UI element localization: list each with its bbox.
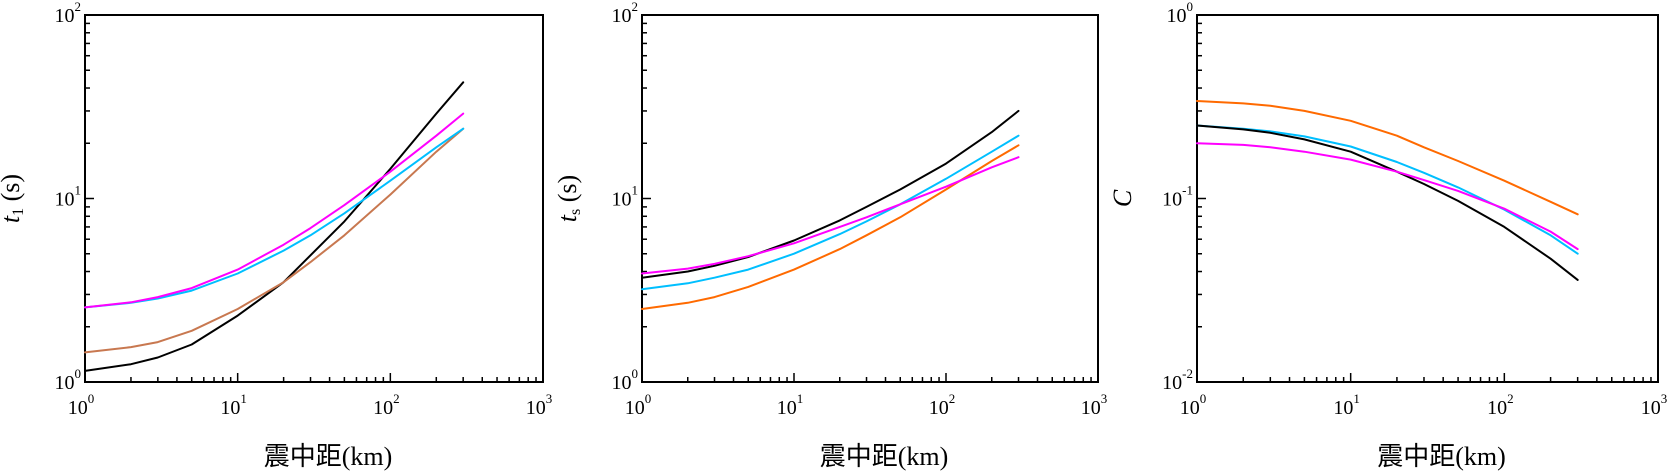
x-tick-label: 102 bbox=[373, 391, 400, 419]
series-line-4 bbox=[84, 112, 465, 309]
plot-frame-c bbox=[1196, 14, 1659, 383]
x-tick-label: 100 bbox=[625, 391, 652, 419]
x-tick-label: 100 bbox=[1180, 391, 1207, 419]
x-tick-label: 101 bbox=[1333, 391, 1360, 419]
series-line-3 bbox=[84, 127, 465, 309]
plot-frame-t1 bbox=[84, 14, 544, 383]
x-tick-label: 103 bbox=[526, 391, 553, 419]
series-line-2 bbox=[84, 127, 465, 354]
series-line-1 bbox=[84, 81, 465, 372]
series-line-3 bbox=[1196, 124, 1579, 281]
y-axis-title: C bbox=[1108, 189, 1137, 207]
x-tick-label: 101 bbox=[220, 391, 247, 419]
x-tick-label: 103 bbox=[1081, 391, 1108, 419]
series-line-2 bbox=[641, 134, 1020, 291]
y-tick-label: 101 bbox=[55, 183, 82, 211]
series-line-4 bbox=[641, 156, 1020, 275]
x-tick-label: 101 bbox=[777, 391, 804, 419]
series-line-1 bbox=[641, 109, 1020, 279]
chart-panel-t1: 100 101 102 103 100 101 102 震中距(km) t1 (s) bbox=[0, 0, 552, 471]
x-tick-label: 102 bbox=[929, 391, 956, 419]
y-axis-title: t1 (s) bbox=[0, 174, 27, 223]
y-axis-title: ts (s) bbox=[553, 175, 584, 222]
chart-panel-c: 100 101 102 103 10-2 10-1 100 震中距(km) C bbox=[1108, 0, 1667, 471]
x-tick-label: 102 bbox=[1487, 391, 1514, 419]
chart-panel-ts: 100 101 102 103 100 101 102 震中距(km) ts (s) bbox=[553, 0, 1107, 471]
x-tick-label: 103 bbox=[1641, 391, 1668, 419]
y-tick-label: 102 bbox=[612, 0, 639, 27]
y-tick-label: 101 bbox=[612, 183, 639, 211]
series-line-2 bbox=[1196, 124, 1579, 255]
y-tick-label: 100 bbox=[612, 366, 639, 394]
x-axis-title: 震中距(km) bbox=[264, 442, 393, 471]
x-axis-title: 震中距(km) bbox=[820, 442, 949, 471]
series-line-4 bbox=[1196, 142, 1579, 251]
series-line-1 bbox=[1196, 100, 1579, 216]
y-tick-label: 10-1 bbox=[1162, 183, 1193, 211]
x-axis-title: 震中距(km) bbox=[1377, 442, 1506, 471]
y-tick-label: 100 bbox=[1167, 0, 1194, 27]
y-tick-label: 102 bbox=[55, 0, 82, 27]
y-tick-label: 10-2 bbox=[1162, 366, 1193, 394]
plot-frame-ts bbox=[641, 14, 1099, 383]
y-tick-label: 100 bbox=[55, 366, 82, 394]
x-tick-label: 100 bbox=[68, 391, 95, 419]
